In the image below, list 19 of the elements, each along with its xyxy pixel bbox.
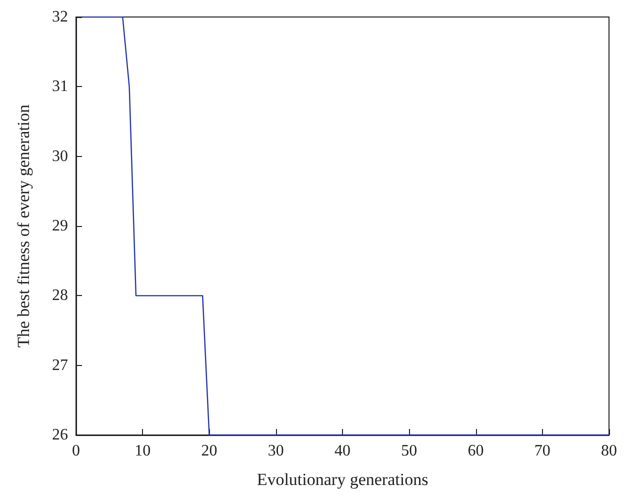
line-series — [82, 16, 610, 436]
x-tick-label: 0 — [72, 442, 80, 460]
x-tick-label: 40 — [334, 442, 350, 460]
y-axis-title: The best fitness of every generation — [14, 104, 33, 348]
y-tick-label: 29 — [52, 218, 68, 234]
y-tick-label: 32 — [52, 8, 68, 26]
y-tick-label: 28 — [52, 287, 68, 304]
y-tick-label: 26 — [52, 426, 68, 444]
x-axis-title: Evolutionary generations — [256, 470, 428, 489]
y-tick-label: 30 — [52, 148, 68, 165]
x-tick-label: 20 — [201, 442, 218, 460]
x-tick-label: 70 — [534, 442, 550, 460]
x-tick-label: 80 — [601, 442, 617, 460]
x-tick-label: 30 — [268, 442, 284, 460]
x-tick-label: 50 — [401, 442, 418, 460]
x-tick-label: 60 — [468, 442, 484, 460]
x-tick-label: 10 — [134, 442, 151, 460]
y-tick-label: 31 — [52, 78, 68, 96]
y-tick-label: 27 — [52, 356, 68, 374]
